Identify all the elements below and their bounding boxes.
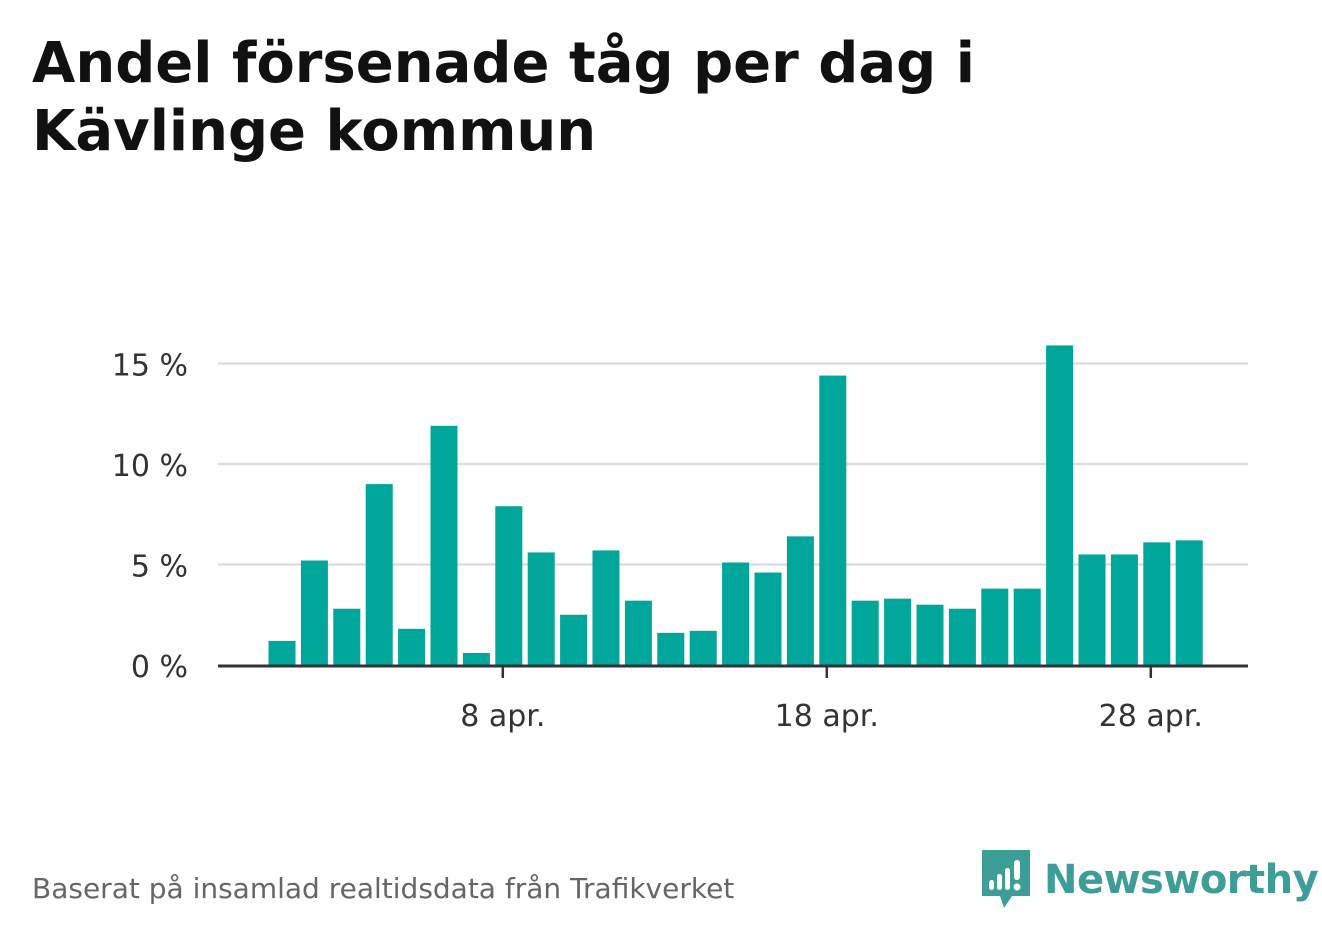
y-tick-label: 15 % [112,349,188,384]
bar: 26 apr.: 15.9 % [1046,345,1074,665]
bar: 22 apr.: 3 % [916,604,944,665]
bar: 5 apr.: 9 % [365,484,393,665]
brand: Newsworthy [982,850,1319,910]
bar-chart: 2 apr.: 1.2 %3 apr.: 5.2 %4 apr.: 2.8 %5… [112,345,1248,734]
y-tick-label: 5 % [131,550,188,585]
bar: 16 apr.: 5.1 % [722,562,750,665]
bar: 27 apr.: 5.5 % [1078,554,1106,665]
x-axis-tick-labels: 8 apr. 18 apr. 28 apr. [460,699,1203,734]
bar: 25 apr.: 3.8 % [1013,588,1041,665]
bar: 18 apr.: 6.4 % [786,536,814,665]
bar: 13 apr.: 3.2 % [624,600,652,665]
bar: 19 apr.: 14.4 % [819,375,847,665]
source-note: Baserat på insamlad realtidsdata från Tr… [32,872,735,905]
bar: 3 apr.: 5.2 % [300,560,328,665]
chart-title-line-1: Andel försenade tåg per dag i [32,31,975,96]
bar: 29 apr.: 6.1 % [1143,542,1171,665]
chart-title: Andel försenade tåg per dag i Kävlinge k… [32,30,1232,166]
y-tick-label: 0 % [131,650,188,685]
bar: 15 apr.: 1.7 % [689,630,717,665]
bar: 23 apr.: 2.8 % [948,608,976,665]
bars: 2 apr.: 1.2 %3 apr.: 5.2 %4 apr.: 2.8 %5… [268,345,1203,665]
newsworthy-logo-icon [982,850,1030,908]
x-tick-label: 8 apr. [460,699,545,734]
x-tick-label: 28 apr. [1099,699,1203,734]
bar: 12 apr.: 5.7 % [592,550,620,665]
bar: 20 apr.: 3.2 % [851,600,879,665]
bar: 4 apr.: 2.8 % [333,608,361,665]
bar: 24 apr.: 3.8 % [981,588,1009,665]
bar: 2 apr.: 1.2 % [268,640,296,665]
bar: 17 apr.: 4.6 % [754,572,782,665]
bar: 11 apr.: 2.5 % [560,614,588,665]
bar: 10 apr.: 5.6 % [527,552,555,665]
bar: 28 apr.: 5.5 % [1110,554,1138,665]
x-tick-label: 18 apr. [775,699,879,734]
bar: 7 apr.: 11.9 % [430,425,458,665]
x-axis-ticks [501,666,1153,678]
y-tick-label: 10 % [112,449,188,484]
brand-name: Newsworthy [1044,857,1319,903]
chart-title-line-2: Kävlinge kommun [32,99,597,164]
bar: 21 apr.: 3.3 % [884,598,912,665]
bar: 30 apr.: 6.2 % [1175,540,1203,665]
bar: 9 apr.: 7.9 % [495,506,523,665]
bar: 8 apr.: 0.6 % [462,652,490,665]
bar: 14 apr.: 1.6 % [657,632,685,665]
y-axis-tick-labels: 0 % 5 % 10 % 15 % [112,349,188,686]
bar: 6 apr.: 1.8 % [398,628,426,665]
